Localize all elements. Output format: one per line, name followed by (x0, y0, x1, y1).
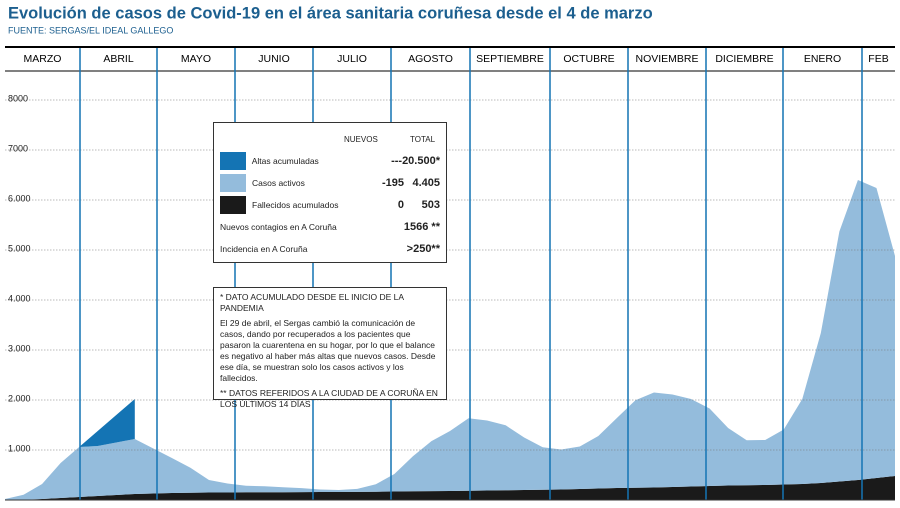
legend-label: Nuevos contagios en A Coruña (220, 222, 337, 232)
legend-label: Incidencia en A Coruña (220, 244, 308, 254)
note: El 29 de abril, el Sergas cambió la comu… (220, 318, 436, 383)
legend-row: Casos activos -195 4.405 (220, 173, 440, 193)
area (5, 476, 895, 500)
y-tick-label: 2.000 (8, 393, 31, 403)
y-tick-label: 3.000 (8, 343, 31, 353)
legend-total: 503 (421, 199, 440, 211)
legend-total: 20.500* (402, 155, 440, 167)
legend-new: -195 (381, 177, 404, 189)
legend-new: 0 (397, 199, 404, 211)
month-label: JUNIO (258, 53, 290, 65)
y-tick-label: 1.000 (8, 443, 31, 453)
legend-new: --- (391, 155, 403, 167)
area (5, 180, 895, 500)
legend-total: 1566 ** (403, 221, 440, 233)
month-label: SEPTIEMBRE (476, 53, 544, 65)
legend-swatch (220, 174, 246, 192)
legend-row: Altas acumuladas --- 20.500* (220, 151, 440, 171)
month-label: FEB (868, 53, 888, 65)
y-tick-label: 7000 (8, 143, 28, 153)
legend-row: Fallecidos acumulados 0 503 (220, 195, 440, 215)
month-label: NOVIEMBRE (635, 53, 698, 65)
legend-swatch (220, 196, 246, 214)
month-label: ENERO (804, 53, 841, 65)
month-label: AGOSTO (408, 53, 453, 65)
y-tick-label: 5.000 (8, 243, 31, 253)
legend: NUEVOS TOTAL Altas acumuladas --- 20.500* C… (213, 122, 447, 263)
legend-label: Altas acumuladas (251, 156, 319, 166)
y-tick-label: 4.000 (8, 293, 31, 303)
legend-header: TOTAL (410, 135, 436, 144)
legend-header: NUEVOS (344, 135, 378, 144)
note: * DATO ACUMULADO DESDE EL INICIO DE LA P… (220, 292, 404, 313)
chart-title: Evolución de casos de Covid-19 en el áre… (8, 4, 653, 22)
month-label: MAYO (181, 53, 211, 65)
y-tick-label: 8000 (8, 93, 28, 103)
legend-label: Fallecidos acumulados (252, 200, 339, 210)
month-label: ABRIL (103, 53, 134, 65)
legend-swatch (220, 152, 246, 170)
note: ** DATOS REFERIDOS A LA CIUDAD DE A CORU… (220, 388, 438, 409)
legend-row: Nuevos contagios en A Coruña 1566 ** (220, 217, 440, 237)
legend-total: >250** (406, 243, 440, 255)
areas (5, 180, 895, 500)
month-label: MARZO (24, 53, 62, 65)
month-label: JULIO (337, 53, 367, 65)
month-label: DICIEMBRE (715, 53, 773, 65)
month-label: OCTUBRE (563, 53, 614, 65)
legend-total: 4.405 (412, 177, 440, 189)
source: FUENTE: SERGAS/EL IDEAL GALLEGO (8, 25, 173, 35)
notes: * DATO ACUMULADO DESDE EL INICIO DE LA P… (213, 287, 447, 409)
legend-row: Incidencia en A Coruña >250** (220, 239, 440, 259)
legend-label: Casos activos (252, 178, 305, 188)
y-tick-label: 6.000 (8, 193, 31, 203)
area (79, 399, 135, 447)
